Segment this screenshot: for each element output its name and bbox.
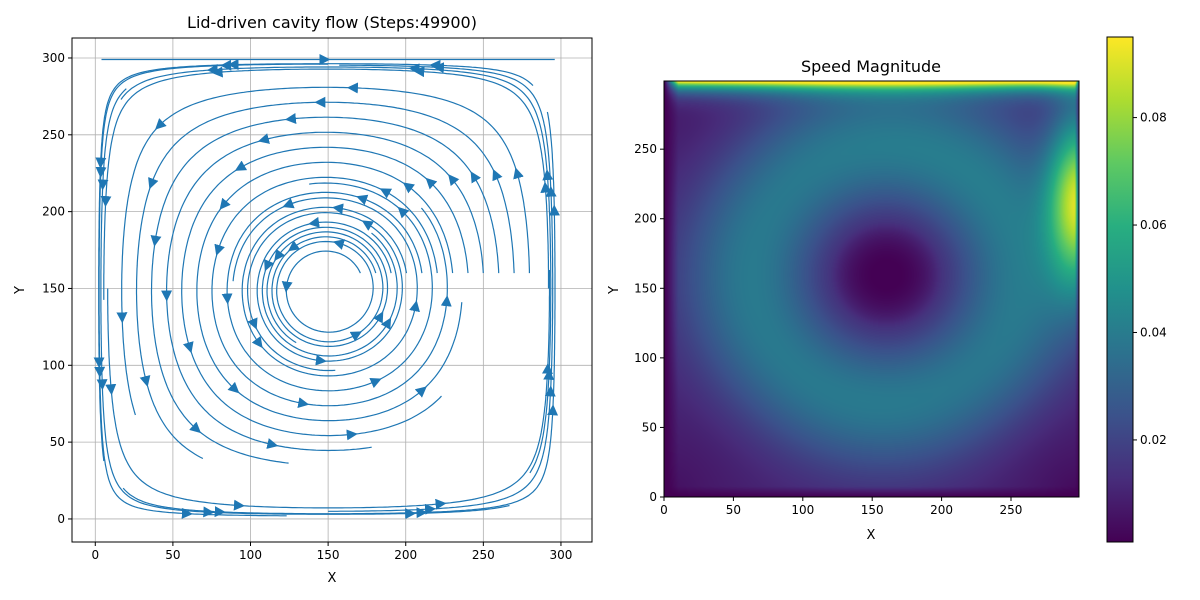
streamline <box>107 270 551 509</box>
speed-heatmap-image <box>664 81 1079 497</box>
y-tick-label: 50 <box>50 435 65 449</box>
streamline <box>98 63 534 462</box>
streamline <box>100 88 510 515</box>
streamline <box>328 64 554 512</box>
x-tick-label: 50 <box>726 503 741 517</box>
streamline <box>122 111 556 515</box>
streamplot-axes-frame <box>71 37 593 543</box>
streamline <box>266 231 384 344</box>
heatmap-image-wrapper <box>664 81 1079 497</box>
y-tick-label: 0 <box>57 512 65 526</box>
heatmap-xlabel: X <box>867 528 876 543</box>
streamplot-chart: Lid-driven cavity flow (Steps:49900) 0 50… <box>13 13 593 586</box>
x-tick-label: 300 <box>550 548 573 562</box>
speed-heatmap-chart: Speed Magnitude 0 50 100 150 200 250 0 50 100 15… <box>607 36 1167 543</box>
x-tick-label: 0 <box>660 503 668 517</box>
streamline <box>120 66 552 474</box>
x-tick-label: 150 <box>317 548 340 562</box>
colorbar <box>1106 36 1134 543</box>
streamline <box>247 211 403 372</box>
streamline <box>226 182 433 392</box>
streamline <box>150 116 500 464</box>
heatmap-title: Speed Magnitude <box>801 57 941 76</box>
streamplot-x-axis: 0 50 100 150 200 250 300 <box>91 542 572 562</box>
streamline <box>166 131 484 452</box>
streamline <box>135 101 515 460</box>
heatmap-x-axis: 0 50 100 150 200 250 <box>660 497 1022 517</box>
y-tick-label: 200 <box>42 205 65 219</box>
y-tick-label: 50 <box>642 420 657 434</box>
y-tick-label: 0 <box>649 490 657 504</box>
heatmap-axes-frame <box>663 80 1080 498</box>
streamline <box>261 226 398 357</box>
y-tick-label: 300 <box>42 51 65 65</box>
heatmap-y-axis: 0 50 100 150 200 250 <box>634 142 664 504</box>
streamline <box>211 176 448 407</box>
x-tick-label: 100 <box>239 548 262 562</box>
streamplot-xlabel: X <box>328 571 337 586</box>
x-tick-label: 250 <box>472 548 495 562</box>
streamline <box>196 161 463 422</box>
colorbar-tick-label: 0.02 <box>1140 433 1167 447</box>
x-tick-label: 250 <box>1000 503 1023 517</box>
y-tick-label: 150 <box>634 281 657 295</box>
colorbar-axis: 0.02 0.04 0.06 0.08 <box>1133 111 1167 447</box>
y-tick-label: 200 <box>634 212 657 226</box>
streamplot-grid <box>72 38 592 542</box>
streamline <box>121 86 530 416</box>
streamline <box>232 197 418 377</box>
x-tick-label: 200 <box>394 548 417 562</box>
heatmap-ylabel: Y <box>607 286 622 295</box>
y-tick-label: 250 <box>634 142 657 156</box>
x-tick-label: 200 <box>930 503 953 517</box>
streamplot-y-axis: 0 50 100 150 200 250 300 <box>42 51 72 526</box>
x-tick-label: 100 <box>791 503 814 517</box>
streamlines <box>93 54 560 520</box>
colorbar-tick-label: 0.08 <box>1140 111 1167 125</box>
y-tick-label: 100 <box>42 358 65 372</box>
x-tick-label: 150 <box>861 503 884 517</box>
x-tick-label: 0 <box>91 548 99 562</box>
x-tick-label: 50 <box>165 548 180 562</box>
colorbar-tick-label: 0.04 <box>1140 325 1167 339</box>
y-tick-label: 150 <box>42 281 65 295</box>
colorbar-tick-label: 0.06 <box>1140 218 1167 232</box>
streamplot-title: Lid-driven cavity flow (Steps:49900) <box>187 13 477 32</box>
y-tick-label: 100 <box>634 351 657 365</box>
streamline <box>181 146 469 437</box>
streamline <box>103 68 550 300</box>
y-tick-label: 250 <box>42 128 65 142</box>
streamplot-ylabel: Y <box>13 286 28 295</box>
